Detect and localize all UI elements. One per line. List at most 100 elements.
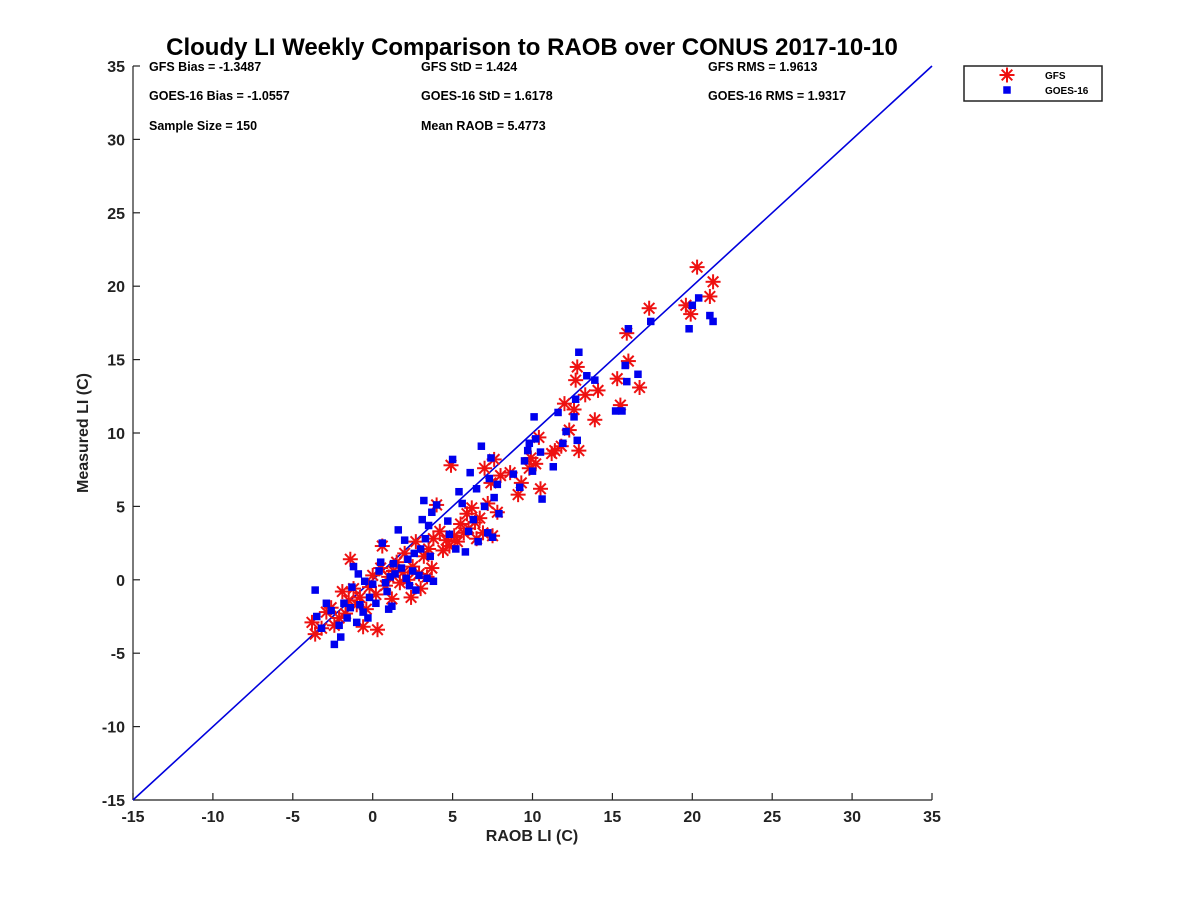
goes16-point: [368, 580, 377, 588]
gfs-point: [705, 274, 721, 290]
gfs-point: [352, 589, 368, 605]
goes16-point: [375, 567, 383, 575]
goes16-point: [573, 436, 581, 445]
goes16-point: [410, 549, 418, 558]
stat-text: Sample Size = 150: [149, 119, 257, 133]
stat-text: GFS Bias = -1.3487: [149, 60, 261, 74]
stat-text: GFS RMS = 1.9613: [708, 60, 817, 74]
goes16-point: [458, 499, 466, 508]
gfs-point: [702, 288, 718, 304]
stat-text: GFS StD = 1.424: [421, 60, 517, 74]
goes16-point: [313, 612, 321, 621]
x-tick-label: 15: [604, 809, 622, 826]
gfs-point: [477, 460, 493, 476]
goes16-point: [575, 348, 583, 357]
goes16-point: [559, 439, 567, 448]
goes16-point: [349, 562, 358, 571]
y-axis-ticks: -15 -10 -5 0 5 10 15 20 25 30 35: [102, 59, 140, 810]
goes16-point: [474, 537, 482, 546]
y-tick-label: -5: [111, 646, 125, 663]
goes16-point: [688, 301, 697, 310]
y-axis-label: Measured LI (C): [75, 373, 92, 493]
goes16-point: [571, 395, 580, 403]
legend-box: [963, 65, 1103, 102]
goes16-point: [554, 408, 562, 417]
goes16-point: [402, 574, 411, 583]
goes16-point: [432, 501, 441, 509]
x-axis-label: RAOB LI (C): [486, 828, 578, 845]
goes16-series: [311, 294, 717, 649]
y-tick-label: 5: [116, 499, 125, 516]
goes16-point: [461, 548, 470, 556]
y-tick-label: 35: [107, 59, 125, 76]
goes16-point: [477, 442, 486, 450]
stat-text: GOES-16 StD = 1.6178: [421, 89, 553, 103]
gfs-point: [569, 359, 585, 375]
goes16-point: [415, 571, 423, 580]
goes16-point: [530, 413, 538, 421]
goes16-point: [317, 624, 326, 632]
goes16-point: [583, 371, 591, 380]
goes16-point: [490, 493, 498, 502]
goes16-point: [472, 485, 481, 493]
goes16-point: [322, 599, 331, 608]
goes16-point: [452, 545, 460, 553]
x-tick-label: -5: [286, 809, 300, 826]
goes16-point: [634, 370, 642, 379]
goes16-point: [391, 570, 399, 578]
goes16-point: [340, 599, 348, 608]
gfs-point: [556, 396, 572, 412]
legend-gfs-marker: [999, 67, 1015, 83]
goes16-point: [528, 467, 537, 475]
gfs-point: [403, 589, 419, 605]
goes16-point: [536, 448, 545, 456]
goes16-point: [365, 593, 374, 602]
goes16-point: [311, 586, 319, 594]
gfs-point: [532, 481, 548, 497]
goes16-point: [364, 614, 372, 622]
y-tick-label: 30: [107, 132, 125, 149]
goes16-point: [420, 496, 428, 505]
y-tick-label: -10: [102, 720, 125, 737]
y-tick-label: 25: [107, 206, 125, 223]
chart-title: Cloudy LI Weekly Comparison to RAOB over…: [166, 34, 898, 61]
gfs-point: [408, 534, 424, 550]
goes16-point: [466, 468, 474, 477]
goes16-point: [591, 376, 599, 384]
goes16-point: [485, 474, 494, 483]
goes16-point: [469, 515, 478, 524]
goes16-point: [327, 606, 335, 615]
goes16-point: [694, 294, 703, 302]
x-tick-label: 25: [763, 809, 781, 826]
gfs-point: [568, 372, 584, 388]
goes16-point: [611, 407, 620, 415]
goes16-point: [381, 578, 390, 587]
x-axis-ticks: -15 -10 -5 0 5 10 15 20 25 30 35: [121, 793, 941, 826]
goes16-point: [448, 455, 457, 464]
legend-gfs-asterisk: [999, 67, 1015, 83]
gfs-point: [464, 500, 480, 516]
goes16-point: [421, 534, 430, 543]
goes16-point: [423, 574, 431, 583]
gfs-point: [424, 560, 440, 576]
stat-text: GOES-16 Bias = -1.0557: [149, 89, 290, 103]
goes16-point: [624, 325, 633, 333]
goes16-point: [709, 317, 717, 326]
goes16-point: [400, 536, 409, 544]
goes16-point: [520, 457, 529, 465]
goes16-point: [623, 377, 631, 386]
goes16-point: [480, 502, 489, 511]
goes16-point: [389, 559, 398, 568]
stat-text: GOES-16 RMS = 1.9317: [708, 89, 846, 103]
goes16-point: [383, 587, 391, 596]
goes16-point: [488, 533, 497, 541]
goes16-point: [426, 552, 434, 561]
y-tick-label: 15: [107, 353, 125, 370]
goes16-point: [352, 618, 361, 627]
goes16-point: [444, 517, 452, 525]
goes16-point: [570, 413, 578, 421]
goes16-point: [408, 567, 417, 575]
goes16-point: [455, 487, 463, 496]
goes16-point: [376, 558, 385, 566]
goes16-point: [538, 495, 546, 503]
